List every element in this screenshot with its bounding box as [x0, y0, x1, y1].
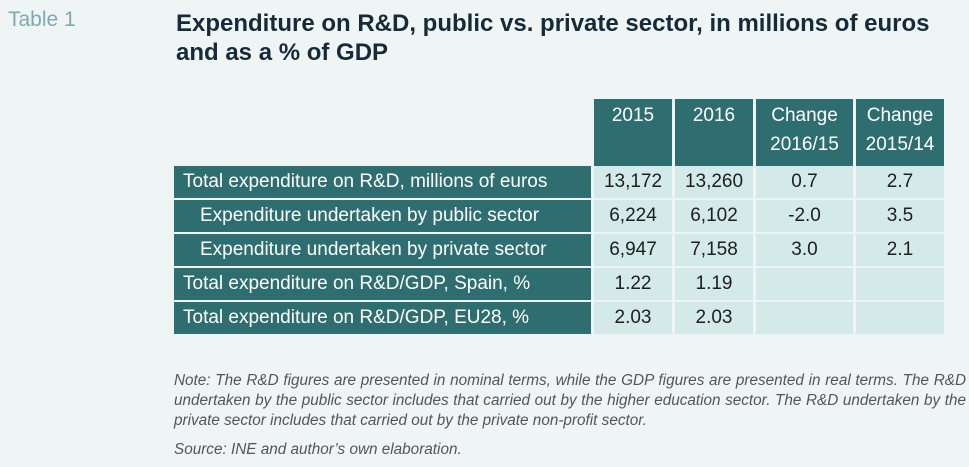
table-cell: 1.22: [592, 267, 675, 302]
column-header-line: 2015/14: [865, 134, 935, 155]
table-label: Table 1: [8, 8, 76, 31]
table-note: Note: The R&D figures are presented in n…: [174, 372, 966, 429]
table-cell: 2.7: [854, 166, 944, 200]
table-row: Total expenditure on R&D/GDP, Spain, % 1…: [174, 267, 944, 302]
column-header-2016: 2016: [673, 99, 756, 166]
column-header-line: Change: [866, 105, 934, 126]
table-cell: 13,260: [673, 166, 756, 200]
table-cell: 6,102: [673, 199, 756, 234]
row-label: Total expenditure on R&D/GDP, EU28, %: [174, 301, 594, 334]
table-cell: 1.19: [673, 267, 756, 302]
table-row: Total expenditure on R&D/GDP, EU28, % 2.…: [174, 301, 944, 334]
table-cell: 3.0: [754, 233, 856, 268]
table-cell: [854, 301, 944, 334]
column-header-change-2016-15: Change 2016/15: [754, 99, 856, 166]
table-cell: 7,158: [673, 233, 756, 268]
table-row: Expenditure undertaken by public sector …: [174, 199, 944, 234]
table-cell: 0.7: [754, 166, 856, 200]
table-source: Source: INE and author’s own elaboration…: [174, 441, 462, 458]
row-label: Expenditure undertaken by private sector: [174, 233, 594, 268]
row-label: Total expenditure on R&D/GDP, Spain, %: [174, 267, 594, 302]
data-table: 2015 2016 Change 2016/15 Change 2015/14 …: [174, 99, 944, 334]
row-label: Total expenditure on R&D, millions of eu…: [174, 166, 594, 200]
table-cell: [854, 267, 944, 302]
table-cell: 2.03: [592, 301, 675, 334]
table-title: Expenditure on R&D, public vs. private s…: [176, 10, 930, 66]
table-cell: 6,224: [592, 199, 675, 234]
column-header-line: 2016/15: [770, 134, 839, 155]
table-cell: [754, 267, 856, 302]
table-row: Total expenditure on R&D, millions of eu…: [174, 166, 944, 200]
column-header-line: Change: [771, 105, 838, 126]
column-header-change-2015-14: Change 2015/14: [854, 99, 944, 166]
table-cell: -2.0: [754, 199, 856, 234]
column-header-2015: 2015: [592, 99, 675, 166]
header-corner: [174, 99, 594, 166]
header-row: 2015 2016 Change 2016/15 Change 2015/14: [174, 99, 944, 166]
table-row: Expenditure undertaken by private sector…: [174, 233, 944, 268]
table-cell: 13,172: [592, 166, 675, 200]
table-cell: 2.03: [673, 301, 756, 334]
row-label: Expenditure undertaken by public sector: [174, 199, 594, 234]
table-cell: 6,947: [592, 233, 675, 268]
table-cell: 2.1: [854, 233, 944, 268]
table-cell: [754, 301, 856, 334]
table-cell: 3.5: [854, 199, 944, 234]
